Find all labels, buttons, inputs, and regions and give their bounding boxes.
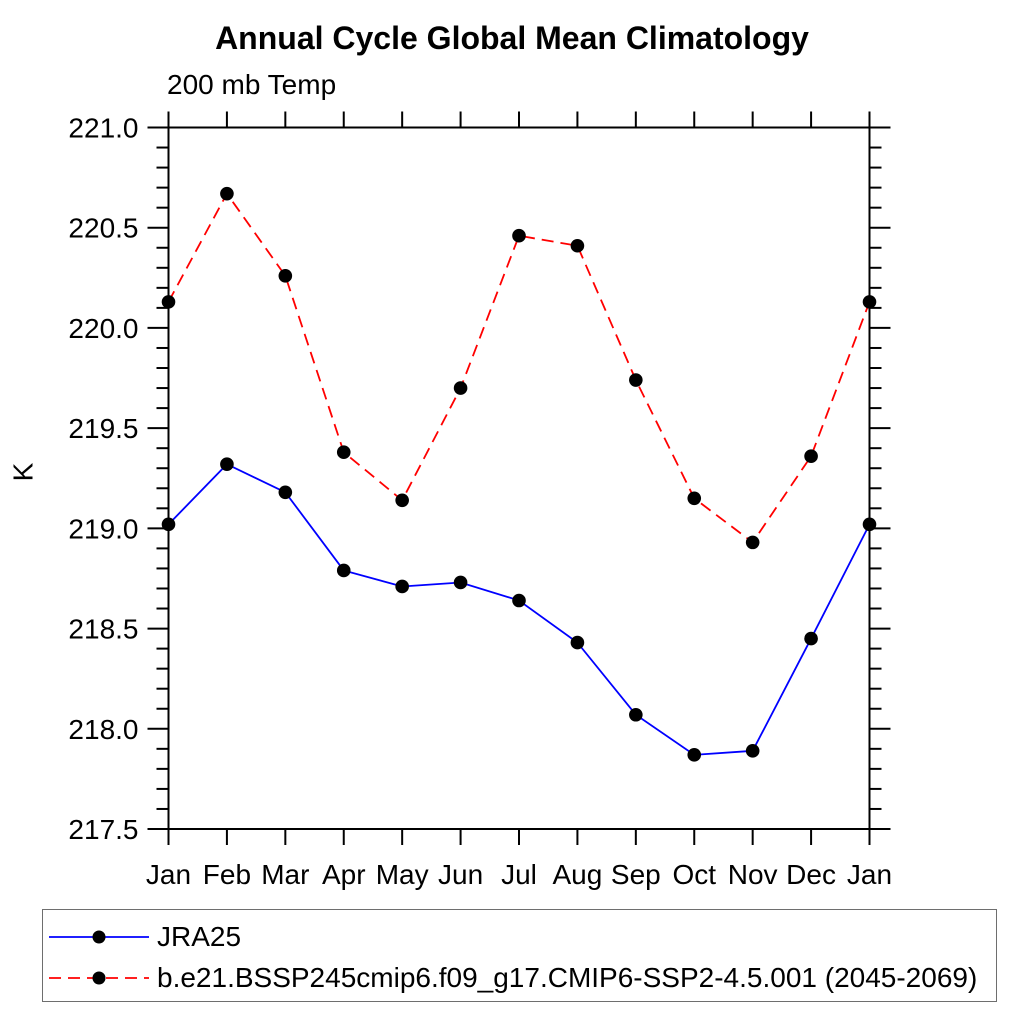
svg-text:220.5: 220.5 <box>68 213 138 244</box>
legend-label-jra25: JRA25 <box>157 921 242 952</box>
svg-text:Oct: Oct <box>672 859 716 890</box>
svg-text:Sep: Sep <box>611 859 661 890</box>
svg-text:219.5: 219.5 <box>68 413 138 444</box>
svg-text:Jan: Jan <box>146 859 191 890</box>
svg-text:Aug: Aug <box>553 859 603 890</box>
svg-text:218.0: 218.0 <box>68 714 138 745</box>
legend-label-model: b.e21.BSSP245cmip6.f09_g17.CMIP6-SSP2-4.… <box>157 962 978 993</box>
svg-text:220.0: 220.0 <box>68 313 138 344</box>
svg-text:218.5: 218.5 <box>68 614 138 645</box>
svg-text:Feb: Feb <box>203 859 251 890</box>
svg-text:221.0: 221.0 <box>68 113 138 144</box>
chart-title: Annual Cycle Global Mean Climatology <box>215 20 809 56</box>
legend-line-sample-solid-icon <box>49 930 149 944</box>
legend-line-sample-dashed-icon <box>49 971 149 985</box>
svg-text:219.0: 219.0 <box>68 513 138 544</box>
svg-text:Jul: Jul <box>501 859 537 890</box>
legend-box: JRA25 b.e21.BSSP245cmip6.f09_g17.CMIP6-S… <box>42 909 997 1002</box>
svg-text:Mar: Mar <box>261 859 309 890</box>
svg-text:Nov: Nov <box>728 859 778 890</box>
svg-text:Dec: Dec <box>786 859 836 890</box>
svg-text:Jan: Jan <box>847 859 892 890</box>
chart-subtitle: 200 mb Temp <box>167 69 337 100</box>
legend-entry-jra25: JRA25 <box>47 921 241 953</box>
svg-text:Jun: Jun <box>438 859 483 890</box>
svg-text:217.5: 217.5 <box>68 814 138 845</box>
legend-entry-model: b.e21.BSSP245cmip6.f09_g17.CMIP6-SSP2-4.… <box>47 962 977 994</box>
svg-text:May: May <box>376 859 429 890</box>
svg-text:Apr: Apr <box>322 859 366 890</box>
